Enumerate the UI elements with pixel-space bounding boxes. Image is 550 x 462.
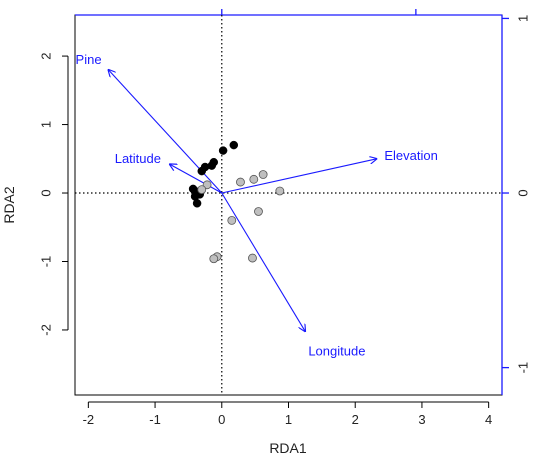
- pine-vector-arrow: [108, 70, 223, 194]
- latitude-vector-label: Latitude: [115, 151, 161, 166]
- light-site-point: [258, 170, 268, 179]
- light-site-point: [254, 207, 263, 216]
- dark-site-point: [218, 146, 228, 155]
- longitude-vector-arrow: [221, 192, 305, 331]
- right-tick-label: -1: [515, 362, 530, 374]
- light-site-point: [248, 253, 257, 263]
- biplot-vectors: Pine Latitude Elevation Longitude: [76, 52, 438, 358]
- y-axis-title: RDA2: [1, 186, 17, 224]
- elevation-vector-label: Elevation: [384, 148, 437, 163]
- elevation-vector-arrow: [221, 159, 377, 194]
- site-points: [188, 140, 285, 264]
- light-site-point: [236, 177, 245, 187]
- x-tick-label: -1: [149, 412, 161, 427]
- y-tick-label: 1: [38, 121, 53, 128]
- y-tick-label: 2: [38, 52, 53, 59]
- y-tick-label: 0: [38, 189, 53, 196]
- secondary-right-axis: -1 0 1: [501, 15, 530, 395]
- x-axis-title: RDA1: [269, 440, 307, 456]
- y-axis: -2 -1 0 1 2: [38, 52, 69, 336]
- dark-site-point: [229, 140, 239, 150]
- dark-site-point: [192, 199, 202, 208]
- y-tick-label: -2: [38, 324, 53, 336]
- dark-site-point: [197, 166, 207, 176]
- pine-vector-label: Pine: [76, 52, 102, 67]
- x-tick-label: 1: [285, 412, 292, 427]
- x-tick-label: 3: [418, 412, 425, 427]
- x-tick-label: 0: [218, 412, 225, 427]
- plot-frame: [74, 14, 503, 396]
- right-tick-label: 1: [515, 15, 530, 22]
- x-tick-label: 2: [352, 412, 359, 427]
- light-site-point: [275, 186, 285, 196]
- light-site-point: [249, 174, 259, 184]
- y-tick-label: -1: [38, 256, 53, 268]
- secondary-top-axis: [75, 9, 502, 16]
- latitude-vector-arrow: [170, 164, 223, 194]
- x-tick-label: 4: [485, 412, 492, 427]
- longitude-vector-label: Longitude: [308, 343, 365, 358]
- x-axis: -2 -1 0 1 2 3 4: [83, 401, 492, 427]
- light-site-point: [197, 185, 207, 194]
- reference-lines: [75, 15, 502, 395]
- right-tick-label: 0: [515, 189, 530, 196]
- light-site-point: [227, 216, 237, 225]
- x-tick-label: -2: [83, 412, 95, 427]
- light-site-point: [209, 254, 219, 264]
